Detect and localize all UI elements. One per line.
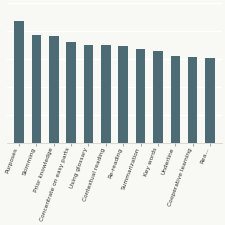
Bar <box>188 57 198 143</box>
Bar <box>171 56 180 143</box>
Bar <box>205 58 215 143</box>
Bar <box>49 36 58 143</box>
Bar <box>66 42 76 143</box>
Bar <box>84 45 93 143</box>
Bar <box>32 35 41 143</box>
Bar <box>153 51 163 143</box>
Bar <box>118 47 128 143</box>
Bar <box>14 21 24 143</box>
Bar <box>136 49 145 143</box>
Bar <box>101 45 111 143</box>
